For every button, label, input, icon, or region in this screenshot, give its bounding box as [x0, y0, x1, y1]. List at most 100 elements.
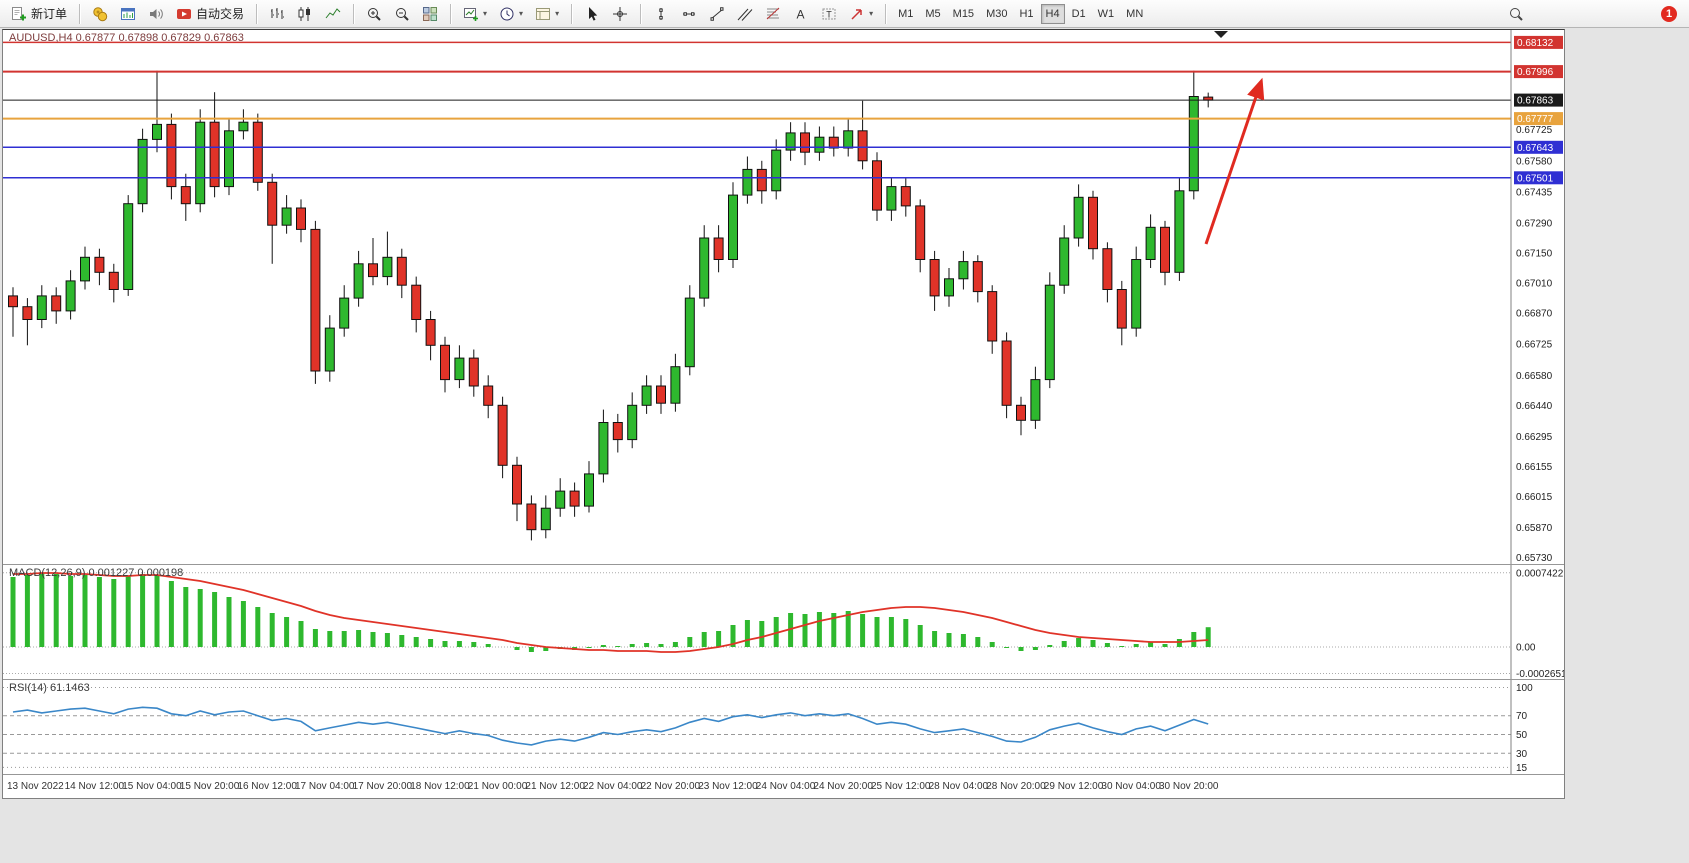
label-icon: T — [821, 6, 837, 19]
sound-alert-button[interactable] — [143, 3, 169, 25]
chart-window: 0.67725 0.67580 0.67435 0.67290 0.67150 0.670… — [2, 29, 1565, 799]
fibonacci-button[interactable] — [760, 3, 786, 25]
svg-text:0.67863: 0.67863 — [1517, 96, 1554, 107]
svg-text:0.66015: 0.66015 — [1516, 492, 1553, 503]
svg-text:-0.0002651: -0.0002651 — [1516, 669, 1564, 679]
separator — [353, 3, 355, 24]
timeframe-w1-button[interactable]: W1 — [1093, 4, 1120, 24]
time-axis[interactable]: 13 Nov 2022 14 Nov 12:00 15 Nov 04:00 15 No… — [3, 774, 1564, 798]
timeframe-m5-button[interactable]: M5 — [920, 4, 945, 24]
arrow-shapes-icon — [849, 6, 865, 22]
trendline-icon — [709, 6, 725, 22]
svg-text:0.66155: 0.66155 — [1516, 462, 1553, 473]
line-chart-mode-button[interactable] — [320, 3, 346, 25]
trend-arrow — [1204, 77, 1265, 245]
horizontal-line-icon — [681, 6, 697, 22]
svg-text:0.67501: 0.67501 — [1517, 173, 1554, 184]
candlestick-mode-button[interactable] — [292, 3, 318, 25]
svg-text:0.00: 0.00 — [1516, 643, 1536, 654]
svg-text:0.67996: 0.67996 — [1517, 67, 1554, 78]
price-chart-canvas[interactable]: 0.67725 0.67580 0.67435 0.67290 0.67150 0.670… — [3, 30, 1564, 564]
periods-button[interactable]: ▾ — [494, 3, 528, 25]
svg-text:100: 100 — [1516, 683, 1533, 694]
timeframe-h1-button[interactable]: H1 — [1014, 4, 1038, 24]
symbol-ohlc-label: AUDUSD,H4 0.67877 0.67898 0.67829 0.6786… — [9, 32, 244, 44]
zoom-in-button[interactable] — [361, 3, 387, 25]
timeframe-m30-button[interactable]: M30 — [981, 4, 1012, 24]
svg-text:22 Nov 04:00: 22 Nov 04:00 — [583, 781, 643, 792]
text-button[interactable]: A — [788, 3, 814, 25]
chart-shift-marker — [1214, 31, 1228, 38]
chevron-down-icon: ▾ — [483, 8, 488, 18]
channel-icon — [737, 6, 753, 22]
search-button[interactable] — [1503, 3, 1529, 25]
svg-text:30 Nov 04:00: 30 Nov 04:00 — [1101, 781, 1161, 792]
template-icon — [535, 6, 551, 22]
svg-text:24 Nov 04:00: 24 Nov 04:00 — [756, 781, 816, 792]
svg-text:30: 30 — [1516, 749, 1528, 760]
search-icon — [1508, 6, 1524, 22]
market-watch-button[interactable] — [115, 3, 141, 25]
rsi-panel: 100 70 50 30 15 RSI(14) 61.1463 — [3, 679, 1564, 774]
zoom-out-button[interactable] — [389, 3, 415, 25]
tile-windows-button[interactable] — [417, 3, 443, 25]
new-order-button[interactable]: 新订单 — [6, 3, 72, 25]
separator — [571, 3, 573, 24]
crosshair-button[interactable] — [607, 3, 633, 25]
trendline-button[interactable] — [704, 3, 730, 25]
svg-text:0.66440: 0.66440 — [1516, 401, 1553, 412]
macd-canvas[interactable]: 0.0007422 0.00 -0.0002651 — [3, 565, 1564, 679]
svg-text:0.65730: 0.65730 — [1516, 553, 1553, 564]
svg-text:0.0007422: 0.0007422 — [1516, 568, 1564, 579]
deposit-button[interactable] — [87, 3, 113, 25]
timeframe-mn-button[interactable]: MN — [1121, 4, 1148, 24]
svg-text:15: 15 — [1516, 763, 1528, 774]
svg-text:16 Nov 12:00: 16 Nov 12:00 — [237, 781, 297, 792]
svg-text:13 Nov 2022: 13 Nov 2022 — [7, 781, 64, 792]
clock-icon — [499, 6, 515, 22]
svg-text:18 Nov 12:00: 18 Nov 12:00 — [410, 781, 470, 792]
price-panel: 0.67725 0.67580 0.67435 0.67290 0.67150 0.670… — [3, 30, 1564, 564]
svg-text:T: T — [826, 9, 832, 19]
cursor-button[interactable] — [579, 3, 605, 25]
label-button[interactable]: T — [816, 3, 842, 25]
new-chart-button[interactable]: ▾ — [458, 3, 492, 25]
svg-text:28 Nov 04:00: 28 Nov 04:00 — [929, 781, 989, 792]
svg-text:0.67643: 0.67643 — [1517, 143, 1554, 154]
separator — [79, 3, 81, 24]
svg-text:0.67435: 0.67435 — [1516, 187, 1553, 198]
templates-button[interactable]: ▾ — [530, 3, 564, 25]
horizontal-line-button[interactable] — [676, 3, 702, 25]
candles — [8, 70, 1214, 541]
separator — [885, 3, 887, 24]
svg-text:0.67290: 0.67290 — [1516, 219, 1553, 230]
svg-text:50: 50 — [1516, 730, 1528, 741]
rsi-canvas[interactable]: 100 70 50 30 15 — [3, 680, 1564, 774]
svg-text:0.67777: 0.67777 — [1517, 114, 1554, 125]
line-chart-icon — [325, 6, 341, 22]
svg-text:0.65870: 0.65870 — [1516, 523, 1553, 534]
svg-text:A: A — [797, 7, 805, 21]
notification-badge[interactable]: 1 — [1661, 5, 1677, 22]
arrow-shapes-button[interactable]: ▾ — [844, 3, 878, 25]
timeframe-d1-button[interactable]: D1 — [1067, 4, 1091, 24]
bar-chart-mode-button[interactable] — [264, 3, 290, 25]
svg-text:17 Nov 04:00: 17 Nov 04:00 — [295, 781, 355, 792]
separator — [640, 3, 642, 24]
coins-icon — [92, 6, 108, 22]
chevron-down-icon: ▾ — [869, 8, 874, 18]
svg-text:0.68132: 0.68132 — [1517, 38, 1554, 49]
svg-text:17 Nov 20:00: 17 Nov 20:00 — [353, 781, 413, 792]
vertical-line-icon — [653, 6, 669, 22]
market-watch-icon — [120, 6, 136, 22]
channel-button[interactable] — [732, 3, 758, 25]
timeframe-h4-button[interactable]: H4 — [1040, 3, 1065, 24]
vertical-line-button[interactable] — [648, 3, 674, 25]
svg-text:25 Nov 12:00: 25 Nov 12:00 — [871, 781, 931, 792]
svg-text:15 Nov 20:00: 15 Nov 20:00 — [180, 781, 240, 792]
svg-text:0.67725: 0.67725 — [1516, 125, 1553, 136]
auto-trading-button[interactable]: 自动交易 — [171, 3, 249, 25]
timeframe-m15-button[interactable]: M15 — [948, 4, 979, 24]
timeframe-m1-button[interactable]: M1 — [893, 4, 918, 24]
